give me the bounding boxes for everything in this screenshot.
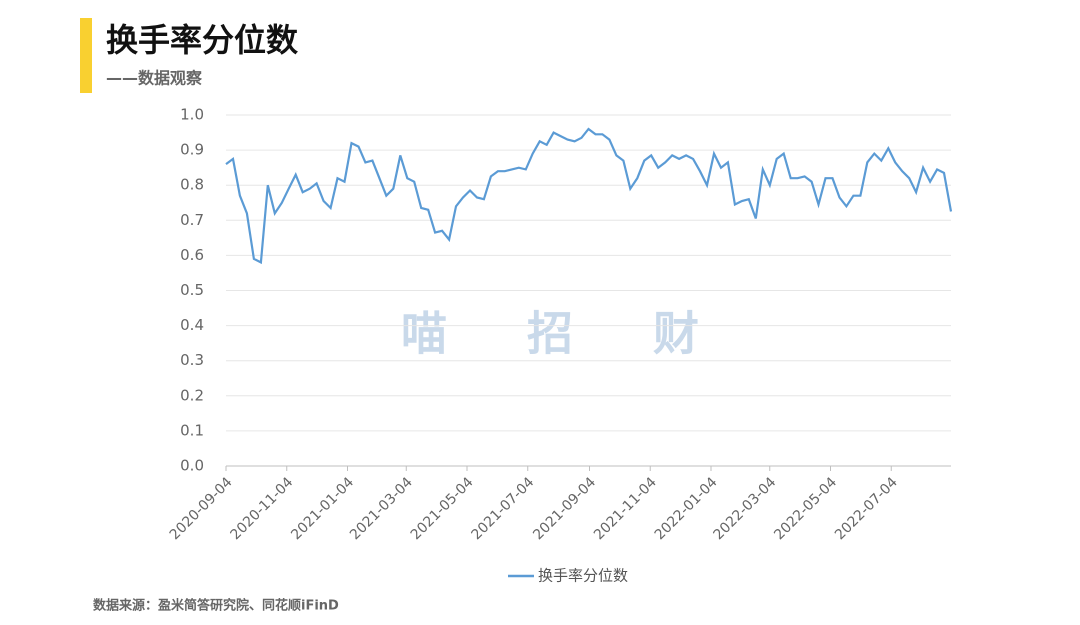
y-tick-label: 0.2 — [180, 386, 204, 404]
y-tick-label: 0.3 — [180, 351, 204, 369]
x-tick-label: 2021-05-04 — [408, 474, 477, 543]
y-tick-label: 0.6 — [180, 246, 204, 264]
x-tick-label: 2020-09-04 — [167, 474, 236, 543]
y-tick-label: 0.7 — [180, 211, 204, 229]
x-tick-label: 2022-03-04 — [711, 474, 780, 543]
y-tick-label: 1.0 — [180, 106, 204, 124]
x-tick-label: 2022-05-04 — [771, 474, 840, 543]
y-tick-label: 0.8 — [180, 176, 204, 194]
y-tick-label: 0.4 — [180, 316, 204, 334]
data-line — [225, 127, 953, 265]
page-title: 换手率分位数 — [106, 21, 299, 59]
x-tick-label: 2021-09-04 — [530, 474, 599, 543]
subtitle: ——数据观察 — [106, 69, 203, 88]
y-tick-label: 0.1 — [180, 421, 204, 439]
legend-label: 换手率分位数 — [538, 567, 628, 585]
x-tick-label: 2020-11-04 — [228, 474, 297, 543]
x-tick-label: 2022-07-04 — [832, 474, 901, 543]
y-tick-label: 0.5 — [180, 281, 204, 299]
y-tick-label: 0.0 — [180, 457, 204, 475]
y-tick-label: 0.9 — [180, 141, 204, 159]
source: 数据来源：盈米简答研究院、同花顺iFinD — [93, 598, 339, 614]
x-tick-label: 2021-03-04 — [347, 474, 416, 543]
x-tick-label: 2021-11-04 — [591, 474, 660, 543]
watermark: 喵招财 — [401, 307, 779, 361]
x-tick-label: 2021-07-04 — [469, 474, 538, 543]
accent-bar — [80, 18, 92, 93]
